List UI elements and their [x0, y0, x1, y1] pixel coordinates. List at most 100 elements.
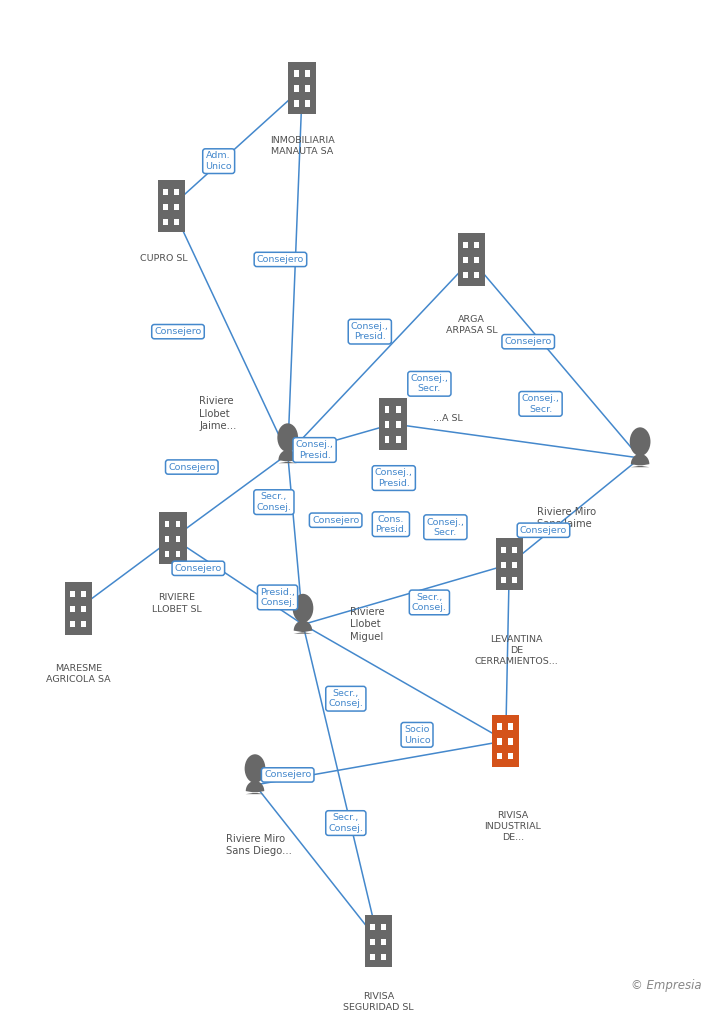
Text: LEVANTINA
DE
CERRAMIENTOS...: LEVANTINA DE CERRAMIENTOS...: [475, 634, 558, 666]
Text: Adm.
Unico: Adm. Unico: [205, 151, 232, 171]
Circle shape: [277, 423, 298, 452]
FancyBboxPatch shape: [497, 753, 502, 759]
FancyBboxPatch shape: [385, 421, 389, 427]
FancyBboxPatch shape: [396, 436, 400, 443]
FancyBboxPatch shape: [501, 577, 506, 583]
FancyBboxPatch shape: [371, 939, 375, 945]
FancyBboxPatch shape: [163, 189, 168, 195]
Text: Consejero: Consejero: [505, 337, 552, 346]
FancyBboxPatch shape: [294, 85, 298, 91]
FancyBboxPatch shape: [82, 591, 86, 597]
Text: Consej.,
Secr.: Consej., Secr.: [411, 375, 448, 394]
FancyBboxPatch shape: [463, 272, 468, 278]
FancyBboxPatch shape: [70, 606, 75, 612]
FancyBboxPatch shape: [379, 398, 407, 450]
Text: Consej.,
Presid.: Consej., Presid.: [351, 322, 389, 341]
FancyBboxPatch shape: [385, 406, 389, 413]
Polygon shape: [278, 450, 297, 463]
Text: Consejero: Consejero: [257, 255, 304, 264]
FancyBboxPatch shape: [463, 242, 468, 249]
FancyBboxPatch shape: [159, 513, 186, 564]
Text: Secr.,
Consej.: Secr., Consej.: [256, 492, 291, 512]
FancyBboxPatch shape: [305, 100, 309, 107]
FancyBboxPatch shape: [385, 436, 389, 443]
FancyBboxPatch shape: [475, 242, 479, 249]
FancyBboxPatch shape: [492, 715, 520, 767]
FancyBboxPatch shape: [508, 738, 513, 745]
FancyBboxPatch shape: [70, 621, 75, 627]
Text: ...A SL: ...A SL: [433, 414, 463, 423]
FancyBboxPatch shape: [305, 70, 309, 77]
FancyBboxPatch shape: [508, 724, 513, 730]
Text: Consej.,
Secr.: Consej., Secr.: [427, 518, 464, 537]
Text: Consej.,
Secr.: Consej., Secr.: [522, 394, 560, 413]
FancyBboxPatch shape: [512, 547, 517, 553]
FancyBboxPatch shape: [501, 547, 506, 553]
FancyBboxPatch shape: [165, 550, 170, 557]
Text: Consejero: Consejero: [154, 327, 202, 336]
FancyBboxPatch shape: [163, 218, 168, 225]
FancyBboxPatch shape: [82, 621, 86, 627]
FancyBboxPatch shape: [165, 536, 170, 542]
FancyBboxPatch shape: [294, 100, 298, 107]
Text: Consejero: Consejero: [168, 463, 215, 472]
FancyBboxPatch shape: [175, 521, 181, 527]
FancyBboxPatch shape: [512, 561, 517, 568]
Text: RIVISA
SEGURIDAD SL: RIVISA SEGURIDAD SL: [343, 992, 414, 1012]
FancyBboxPatch shape: [175, 550, 181, 557]
Text: © Empresia: © Empresia: [631, 978, 702, 992]
Polygon shape: [293, 620, 312, 633]
FancyBboxPatch shape: [396, 406, 400, 413]
FancyBboxPatch shape: [508, 753, 513, 759]
FancyBboxPatch shape: [70, 591, 75, 597]
Text: MARESME
AGRICOLA SA: MARESME AGRICOLA SA: [46, 664, 111, 684]
FancyBboxPatch shape: [305, 85, 309, 91]
Text: Socio
Unico: Socio Unico: [404, 725, 430, 745]
FancyBboxPatch shape: [158, 181, 185, 232]
FancyBboxPatch shape: [512, 577, 517, 583]
FancyBboxPatch shape: [174, 204, 179, 210]
FancyBboxPatch shape: [165, 521, 170, 527]
FancyBboxPatch shape: [497, 724, 502, 730]
Circle shape: [245, 754, 266, 783]
Text: Consejero: Consejero: [520, 526, 567, 535]
Text: INMOBILIARIA
MANAUTA SA: INMOBILIARIA MANAUTA SA: [270, 136, 335, 156]
FancyBboxPatch shape: [463, 257, 468, 263]
Text: Consejero: Consejero: [175, 563, 222, 572]
FancyBboxPatch shape: [163, 204, 168, 210]
FancyBboxPatch shape: [371, 924, 375, 930]
FancyBboxPatch shape: [497, 738, 502, 745]
FancyBboxPatch shape: [365, 916, 392, 967]
Polygon shape: [631, 454, 649, 467]
FancyBboxPatch shape: [501, 561, 506, 568]
Text: Consej.,
Presid.: Consej., Presid.: [296, 441, 333, 460]
Circle shape: [630, 427, 651, 456]
Text: Riviere
Llobet
Jaime...: Riviere Llobet Jaime...: [199, 397, 237, 431]
FancyBboxPatch shape: [174, 218, 179, 225]
Text: RIVIERE
LLOBET SL: RIVIERE LLOBET SL: [151, 594, 202, 613]
Text: ARGA
ARPASA SL: ARGA ARPASA SL: [446, 315, 497, 335]
FancyBboxPatch shape: [381, 924, 386, 930]
FancyBboxPatch shape: [288, 62, 316, 114]
Text: Riviere Miro
Sans Jaime: Riviere Miro Sans Jaime: [537, 506, 596, 530]
FancyBboxPatch shape: [294, 70, 298, 77]
Text: Consejero: Consejero: [264, 770, 312, 780]
Text: Consejero: Consejero: [312, 516, 360, 525]
FancyBboxPatch shape: [371, 954, 375, 960]
Text: Secr.,
Consej.: Secr., Consej.: [328, 689, 363, 708]
FancyBboxPatch shape: [396, 421, 400, 427]
FancyBboxPatch shape: [475, 272, 479, 278]
FancyBboxPatch shape: [381, 954, 386, 960]
Text: Presid.,
Consej.: Presid., Consej.: [260, 588, 295, 607]
FancyBboxPatch shape: [175, 536, 181, 542]
Text: Riviere Miro
Sans Diego...: Riviere Miro Sans Diego...: [226, 834, 292, 857]
Text: Secr.,
Consej.: Secr., Consej.: [328, 813, 363, 832]
Text: Riviere
Llobet
Miguel: Riviere Llobet Miguel: [350, 607, 385, 641]
Text: CUPRO SL: CUPRO SL: [141, 255, 188, 264]
Circle shape: [293, 594, 313, 622]
FancyBboxPatch shape: [82, 606, 86, 612]
Text: Cons.
Presid.: Cons. Presid.: [375, 515, 407, 534]
FancyBboxPatch shape: [475, 257, 479, 263]
Text: Secr.,
Consej.: Secr., Consej.: [412, 593, 447, 612]
FancyBboxPatch shape: [496, 538, 523, 591]
